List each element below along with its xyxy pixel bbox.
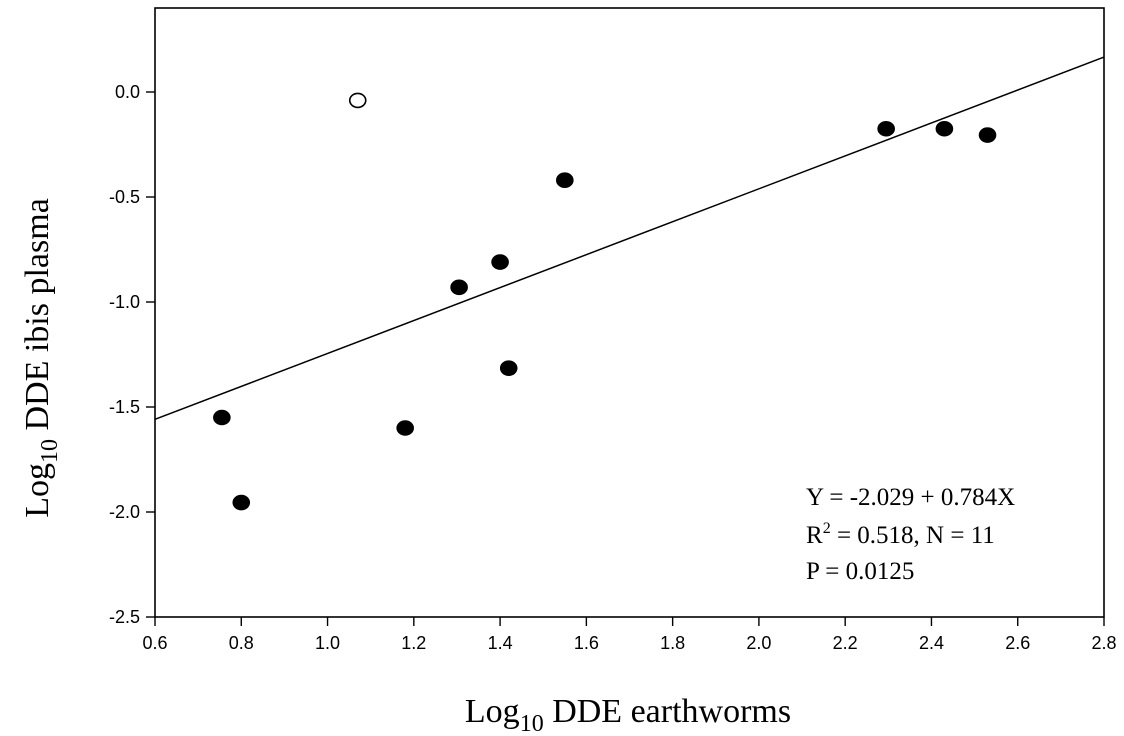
x-tick-label: 1.2 [401, 633, 426, 653]
x-tick-label: 2.4 [919, 633, 944, 653]
y-tick-label: -1.5 [109, 397, 140, 417]
x-tick-label: 2.2 [833, 633, 858, 653]
x-tick-label: 1.8 [660, 633, 685, 653]
data-point-filled [213, 409, 231, 426]
axes [154, 7, 1105, 618]
y-axis-ticks: -2.5 -2.0 -1.5 -1.0 -0.5 0.0 [109, 82, 155, 627]
x-tick-label: 0.6 [142, 633, 167, 653]
data-point-filled [450, 279, 468, 296]
data-point-filled [877, 120, 895, 137]
data-point-filled [396, 420, 414, 436]
x-tick-label: 2.8 [1091, 633, 1116, 653]
x-tick-label: 2.6 [1005, 633, 1030, 653]
data-point-filled [491, 254, 509, 270]
x-tick-label: 2.0 [746, 633, 771, 653]
x-tick-label: 1.4 [488, 633, 513, 653]
y-tick-label: -0.5 [109, 187, 140, 207]
data-point-filled [499, 360, 518, 376]
data-point-filled [232, 494, 251, 511]
y-tick-label: -1.0 [109, 292, 140, 312]
data-point-filled [978, 127, 997, 143]
x-tick-label: 1.6 [574, 633, 599, 653]
regression-equation: Y = -2.029 + 0.784X [806, 484, 1015, 511]
x-tick-label: 1.0 [315, 633, 340, 653]
x-tick-label: 0.8 [229, 633, 254, 653]
regression-annotation: Y = -2.029 + 0.784X R2 = 0.518, N = 11 P… [806, 484, 1015, 585]
data-point-filled [555, 172, 574, 188]
y-tick-label: -2.0 [109, 502, 140, 522]
r-squared-label: R2 = 0.518, N = 11 [806, 520, 995, 549]
x-axis-title: Log10 DDE earthworms [465, 693, 791, 736]
plot-frame [154, 7, 1105, 618]
x-axis-ticks: 0.6 0.8 1.0 1.2 1.4 1.6 1.8 2.0 2.2 2.4 2.6 2.8 [142, 617, 1117, 653]
y-tick-label: -2.5 [109, 607, 140, 627]
regression-line [154, 56, 1105, 421]
y-tick-label: 0.0 [115, 82, 140, 102]
data-point-open [348, 92, 367, 109]
data-points [213, 92, 997, 511]
regression-line-group [154, 56, 1105, 421]
y-axis-title: Log10 DDE ibis plasma [19, 198, 63, 518]
data-point-filled [935, 120, 954, 137]
p-value-label: P = 0.0125 [806, 558, 914, 585]
